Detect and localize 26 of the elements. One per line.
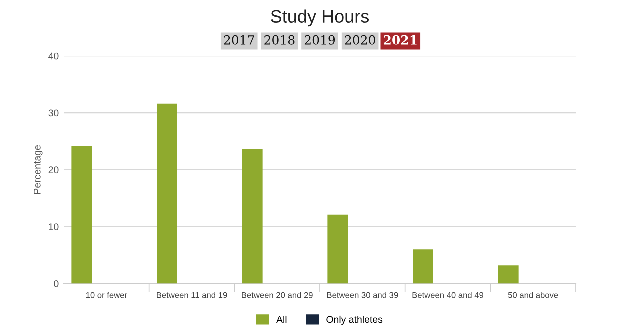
y-tick-label: 20: [48, 166, 59, 174]
x-tick-label: 10 or fewer: [86, 292, 128, 298]
legend-label: Only athletes: [326, 316, 383, 326]
x-tick-label: 50 and above: [508, 292, 558, 298]
y-tick-label: 10: [49, 224, 59, 230]
bar: [157, 104, 178, 284]
bar: [498, 266, 519, 284]
x-tick-label: Between 40 and 49: [412, 292, 484, 298]
text: 2017: [224, 35, 254, 45]
text: 2018: [264, 35, 295, 45]
x-tick-label: Between 20 and 29: [242, 292, 313, 298]
text: 2021: [384, 35, 417, 45]
y-tick-label: 40: [48, 52, 59, 60]
bar: [413, 250, 434, 284]
legend-label: All: [276, 316, 287, 323]
bar: [328, 214, 348, 284]
text: 2019: [304, 35, 336, 45]
bar: [242, 149, 263, 284]
chart-title: Study Hours: [271, 10, 370, 27]
y-tick-label: 30: [48, 110, 59, 117]
text: 2020: [345, 35, 376, 45]
y-tick-label: 0: [54, 280, 59, 288]
bar: [72, 146, 92, 284]
x-tick-label: Between 30 and 39: [327, 292, 398, 298]
x-tick-label: Between 11 and 19: [157, 292, 228, 298]
y-axis-title: Percentage: [34, 146, 43, 194]
